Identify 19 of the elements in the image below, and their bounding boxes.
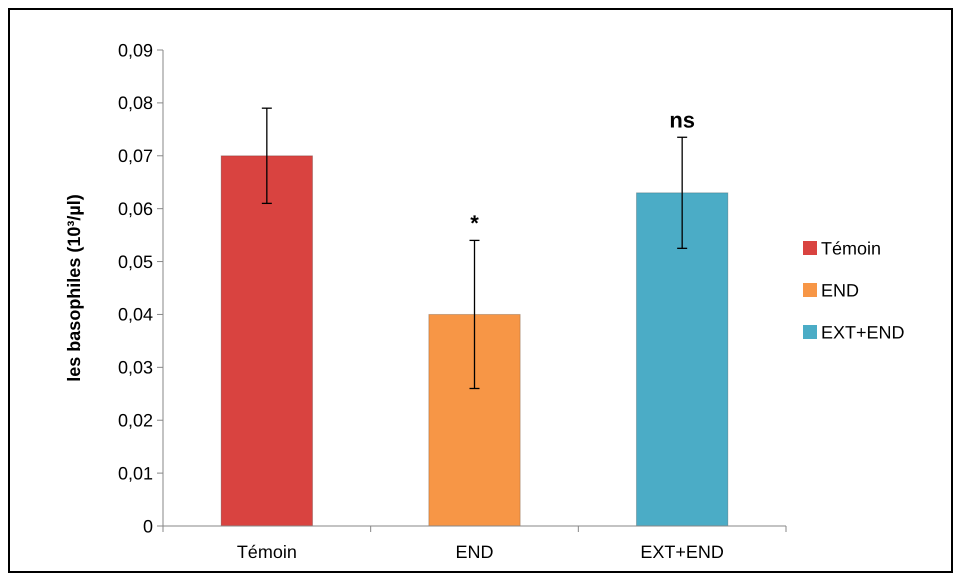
- y-tick-label: 0,07: [118, 146, 153, 166]
- legend-label: Témoin: [821, 238, 882, 258]
- y-tick-label: 0,02: [118, 410, 153, 431]
- y-tick-label: 0,08: [118, 93, 153, 114]
- annotation: ns: [669, 107, 696, 132]
- x-tick-label: END: [455, 542, 494, 562]
- legend-label: END: [821, 280, 860, 300]
- y-tick-label: 0,01: [118, 463, 153, 484]
- y-tick-label: 0,05: [118, 252, 153, 272]
- y-tick-label: 0,03: [118, 358, 153, 378]
- x-tick-label: Témoin: [236, 542, 297, 562]
- y-axis-title: les basophiles (10³/µl): [64, 194, 84, 382]
- y-tick-label: 0: [142, 516, 153, 536]
- legend-label: EXT+END: [821, 322, 905, 342]
- annotation: *: [470, 210, 480, 236]
- x-tick-label: EXT+END: [640, 542, 724, 562]
- y-tick-label: 0,06: [118, 198, 153, 219]
- y-tick-label: 0,09: [118, 40, 153, 60]
- y-tick-label: 0,04: [118, 304, 153, 325]
